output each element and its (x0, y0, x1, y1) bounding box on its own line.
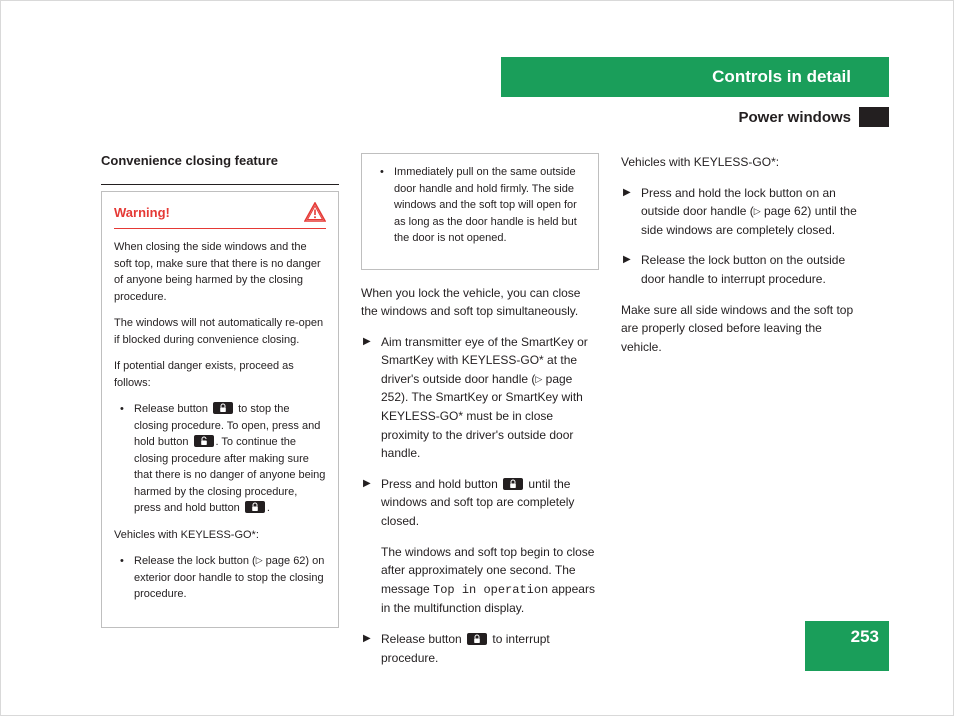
warning-bullet-1: Release button to stop the closing proce… (114, 401, 326, 517)
warning-p3: If potential danger exists, proceed as f… (114, 358, 326, 391)
page-number-box: 253 (805, 621, 889, 671)
title-rule (101, 184, 339, 185)
lock-key-icon (503, 478, 523, 490)
warning-p2: The windows will not automatically re-op… (114, 315, 326, 348)
col3-step-1: Press and hold the lock button on an out… (621, 184, 859, 240)
col2-steps: Aim transmitter eye of the SmartKey or S… (361, 333, 599, 531)
col3-steps: Press and hold the lock button on an out… (621, 184, 859, 289)
warning-header: Warning! (114, 202, 326, 229)
column-2: Immediately pull on the same outside doo… (361, 153, 599, 679)
column-1: Convenience closing feature Warning! Whe… (101, 153, 339, 679)
col2-step-2: Press and hold button until the windows … (361, 475, 599, 531)
col2-step-3: Release button to interrupt procedure. (361, 630, 599, 667)
info-bullets: Immediately pull on the same outside doo… (374, 164, 586, 247)
unlock-key-icon (194, 435, 214, 447)
lock-key-icon (467, 633, 487, 645)
info-bullet: Immediately pull on the same outside doo… (374, 164, 586, 247)
section-title: Power windows (738, 109, 851, 126)
lock-key-icon (213, 402, 233, 414)
content-columns: Convenience closing feature Warning! Whe… (101, 153, 859, 679)
col3-p1: Vehicles with KEYLESS-GO*: (621, 153, 859, 172)
chapter-header: Controls in detail (501, 57, 889, 97)
feature-title: Convenience closing feature (101, 153, 339, 168)
warning-triangle-icon (304, 202, 326, 222)
column-3: Vehicles with KEYLESS-GO*: Press and hol… (621, 153, 859, 679)
chapter-title: Controls in detail (712, 67, 851, 87)
page: Controls in detail Power windows Conveni… (0, 0, 954, 716)
col2-subpara: The windows and soft top begin to close … (361, 543, 599, 618)
display-message: Top in operation (433, 583, 548, 597)
info-box: Immediately pull on the same outside doo… (361, 153, 599, 270)
col2-p1: When you lock the vehicle, you can close… (361, 284, 599, 321)
col3-p2: Make sure all side windows and the soft … (621, 301, 859, 357)
warning-bullets-2: Release the lock button (▷ page 62) on e… (114, 553, 326, 603)
header-tab (859, 107, 889, 127)
col3-step-2: Release the lock button on the outside d… (621, 251, 859, 288)
col2-step-1: Aim transmitter eye of the SmartKey or S… (361, 333, 599, 463)
page-ref-icon: ▷ (754, 206, 761, 216)
warning-p4: Vehicles with KEYLESS-GO*: (114, 527, 326, 544)
warning-p1: When closing the side windows and the so… (114, 239, 326, 305)
warning-bullets-1: Release button to stop the closing proce… (114, 401, 326, 517)
warning-bullet-2: Release the lock button (▷ page 62) on e… (114, 553, 326, 603)
lock-key-icon (245, 501, 265, 513)
col2-steps-2: Release button to interrupt procedure. (361, 630, 599, 667)
warning-box: Warning! When closing the side windows a… (101, 191, 339, 628)
page-number: 253 (851, 627, 879, 647)
warning-label: Warning! (114, 205, 170, 220)
page-ref-icon: ▷ (256, 555, 263, 565)
